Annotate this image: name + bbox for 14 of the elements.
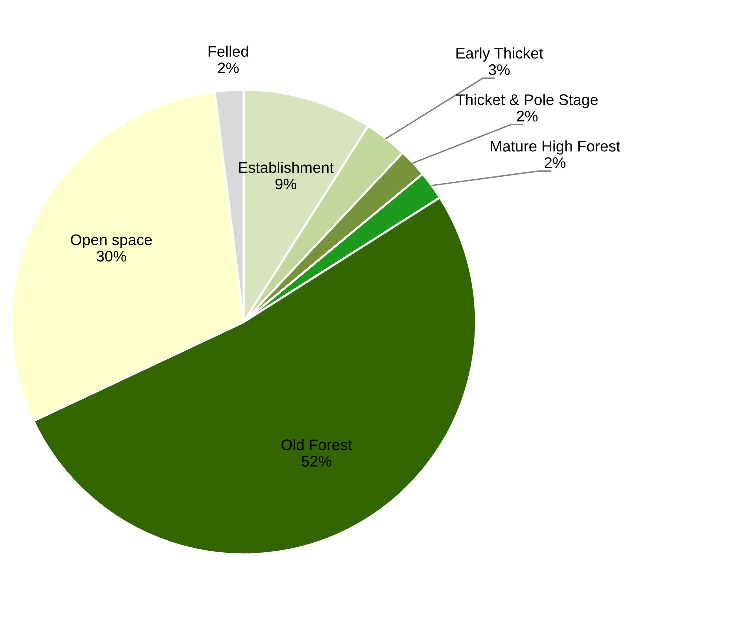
data-label: 9%	[276, 178, 297, 190]
slice-label: Thicket & Pole Stage	[456, 94, 598, 108]
slice-label: Mature High Forest	[491, 140, 620, 155]
data-label: 52%	[302, 456, 332, 467]
data-label: 3%	[489, 64, 510, 76]
data-label: 30%	[96, 251, 126, 262]
slice-label: Open space	[71, 234, 152, 248]
slice-label: Old Forest	[282, 439, 352, 451]
slice-label: Establishment	[239, 162, 334, 174]
data-label: 2%	[218, 62, 239, 74]
data-label: 2%	[517, 111, 538, 122]
data-label: 2%	[544, 157, 566, 168]
slice-label: Early Thicket	[456, 48, 544, 62]
slice-label: Felled	[208, 46, 248, 58]
